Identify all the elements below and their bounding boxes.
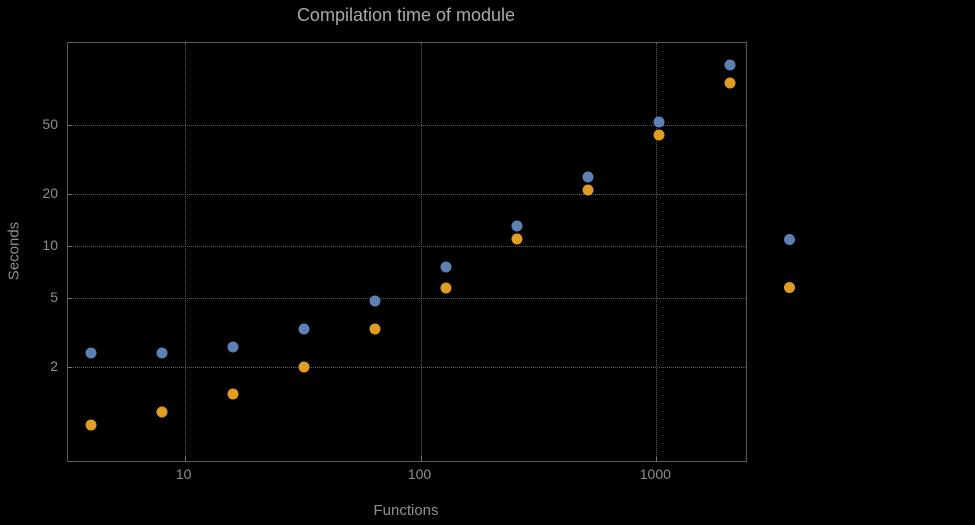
data-point-orange — [511, 233, 523, 245]
data-point-blue — [369, 295, 381, 307]
data-point-orange — [227, 388, 239, 400]
data-point-orange — [440, 282, 452, 294]
y-gridline — [68, 125, 746, 127]
data-point-blue — [440, 261, 452, 273]
x-gridline — [656, 43, 658, 461]
x-tick-label: 100 — [407, 466, 432, 482]
legend-marker-blue — [784, 234, 795, 245]
y-tick-label: 20 — [42, 185, 58, 202]
y-gridline — [68, 246, 746, 248]
y-gridline — [68, 366, 746, 368]
plot-area — [67, 42, 747, 462]
data-point-orange — [653, 129, 665, 141]
x-tick-mark — [184, 457, 186, 461]
x-gridline — [420, 43, 422, 461]
y-tick-mark — [68, 246, 72, 248]
data-point-blue — [156, 347, 168, 359]
legend-marker-orange — [784, 282, 795, 293]
y-tick-mark — [68, 125, 72, 127]
y-tick-label: 2 — [50, 357, 58, 374]
x-tick-mark — [420, 457, 422, 461]
data-point-orange — [298, 361, 310, 373]
data-point-orange — [724, 77, 736, 89]
data-point-blue — [724, 59, 736, 71]
y-tick-mark — [68, 194, 72, 196]
chart-title: Compilation time of module — [296, 5, 516, 25]
data-point-orange — [582, 184, 594, 196]
y-tick-label: 5 — [50, 289, 58, 306]
data-point-blue — [298, 323, 310, 335]
x-tick-mark — [656, 457, 658, 461]
data-point-orange — [85, 419, 97, 431]
y-tick-label: 10 — [42, 237, 58, 254]
y-tick-mark — [68, 366, 72, 368]
x-axis-label: Functions — [373, 502, 439, 519]
x-tick-label: 1000 — [639, 466, 671, 482]
data-point-blue — [582, 171, 594, 183]
legend — [784, 234, 795, 293]
x-gridline — [184, 43, 186, 461]
y-tick-mark — [68, 298, 72, 300]
data-point-blue — [227, 341, 239, 353]
x-tick-label: 10 — [175, 466, 192, 482]
data-point-blue — [85, 347, 97, 359]
data-point-orange — [369, 323, 381, 335]
y-tick-label: 50 — [42, 116, 58, 133]
data-point-blue — [653, 116, 665, 128]
data-point-orange — [156, 406, 168, 418]
y-gridline — [68, 194, 746, 196]
data-point-blue — [511, 220, 523, 232]
y-gridline — [68, 298, 746, 300]
